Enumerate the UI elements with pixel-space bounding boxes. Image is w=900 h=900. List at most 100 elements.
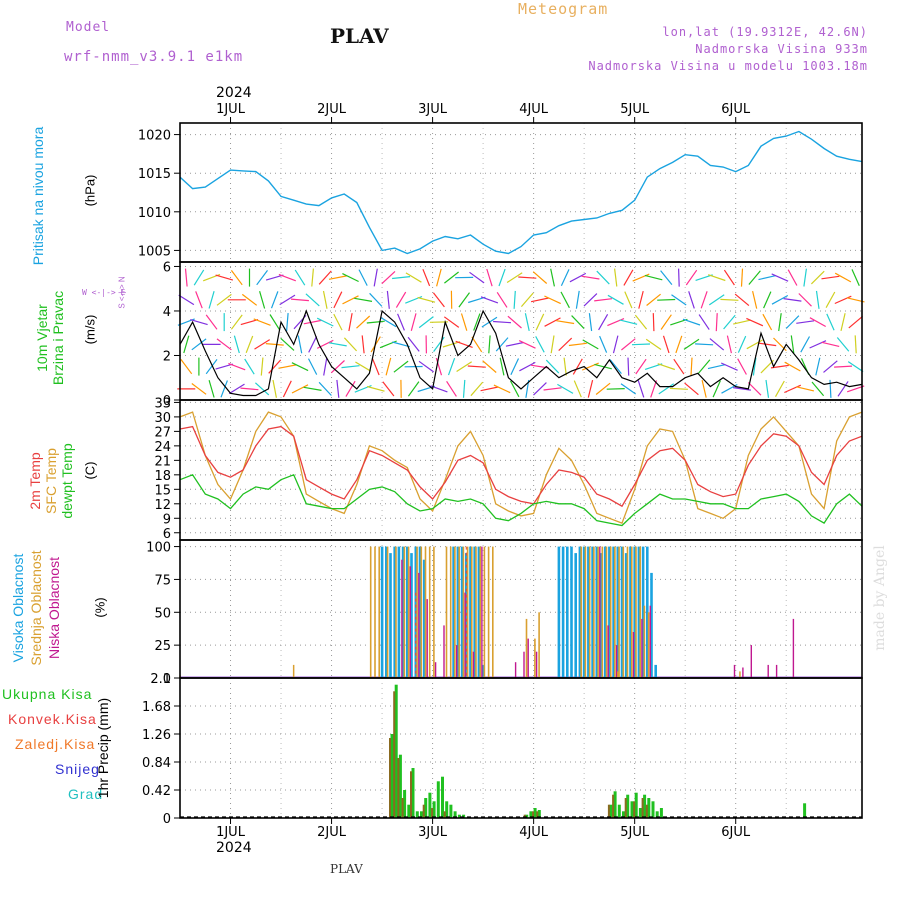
cloud-high-bar [410,553,413,678]
precip-total-bar [638,808,642,818]
wind-arrow [783,298,802,302]
wind-arrow [462,379,466,398]
cloud-low-bar [742,667,744,678]
cloud-low-bar [775,664,778,678]
cloud-mid-bar [403,546,406,678]
meteogram-label: Meteogram [518,0,609,18]
precip-total-bar [613,791,617,818]
2m-temp-line [179,425,863,508]
wind-arrow [397,313,405,331]
wind-arrow [278,364,297,369]
wind-arrow [825,291,836,308]
wind-arrow [278,273,297,282]
wind-arrow [635,358,647,375]
wind-arrow [606,388,625,390]
wind-arrow [260,357,264,376]
precip-total-bar [651,801,655,818]
precip-total-bar [420,811,423,818]
cloud-low-bar [409,566,411,678]
day-label-bottom: 5JUL [620,825,650,840]
wind-arrow [673,358,685,375]
cloud-mid-bar [454,546,456,678]
wind-arrow [240,319,259,326]
precip-tick-label: 1.68 [142,700,171,715]
wind-arrow [191,338,207,351]
year-bottom: 2024 [216,840,252,856]
cloud-low-bar [792,618,795,678]
wind-arrow [594,363,612,370]
wind-arrow [695,343,714,346]
wind-arrow [535,336,545,353]
wind-arrow [193,269,205,286]
wind-arrow [784,361,801,372]
wind-arrow [444,271,459,284]
wind-arrow [178,294,195,306]
wind-arrow [228,383,245,395]
wind-arrow [650,380,658,398]
wind-arrow [810,270,825,285]
wind-arrow [778,313,782,332]
wind-arrow [823,360,838,373]
precip-tick-label: 1.26 [142,728,171,743]
wind-arrow [509,380,520,398]
precip-conv-bar [523,814,526,818]
day-label-top: 3JUL [418,102,448,117]
wind-arrow [519,361,536,372]
precip-conv-bar [607,804,610,818]
wind-arrow [405,272,422,283]
wind-arrow [688,291,695,309]
cloud-low-bar [599,546,601,678]
wind-arrow [205,359,218,375]
wind-arrow [612,335,619,354]
cloud-low-bar [649,605,651,678]
cloud-low-bar [733,664,736,678]
wind-arrow [535,313,545,331]
wind-arrow [715,313,718,332]
precip-total-bar [803,803,807,818]
wind-arrow [518,340,536,349]
wind-arrow [208,291,215,309]
wind-arrow [230,270,243,286]
wind-arrow [821,275,840,280]
wind-arrow [303,386,322,391]
temp-tick-label: 18 [154,469,171,484]
cloud-mid-bar [622,546,625,678]
cloud-mid-bar [538,612,540,678]
wind-arrow [621,338,636,351]
wind-arrow [752,357,757,376]
wind-arrow [215,274,234,281]
wind-arrow [798,293,812,307]
wind-arrow [774,380,785,397]
wind-arrow [748,270,761,285]
cloud-mid-bar [378,546,380,678]
cloud-mid-bar [471,546,473,678]
cloud-low-bar [434,662,437,678]
wind-arrow [348,313,353,332]
cloud-tick-label: 25 [154,639,171,654]
wind-arrow [638,290,644,309]
elevation-label: Nadmorska Visina 933m [695,42,868,56]
cloud-mid-bar [433,546,435,678]
cloud-mid-bar [601,546,604,678]
cloud-small-bar [617,671,619,678]
wind-arrow [268,359,282,374]
wind-arrow [496,291,508,308]
wind-arrow [190,319,208,326]
wind-arrow [205,314,218,330]
wind-arrow [588,313,593,332]
wind-tick-label: 0 [163,394,171,409]
wind-arrow [734,293,750,307]
temp-tick-label: 6 [163,527,171,542]
cloud-high-bar [641,546,645,678]
dewpt-temp-line [179,473,863,527]
wind-arrow [380,316,397,328]
wind-arrow [712,380,721,398]
wind-arrow [279,294,296,306]
cloud-mid-bar [369,546,372,678]
cloud-high-bar [469,546,472,678]
cloud-low-bar [481,546,483,678]
wind-arrow [557,383,574,394]
wind-arrow [834,272,852,283]
wind-arrow [305,293,320,307]
wind-arrow [270,291,279,309]
